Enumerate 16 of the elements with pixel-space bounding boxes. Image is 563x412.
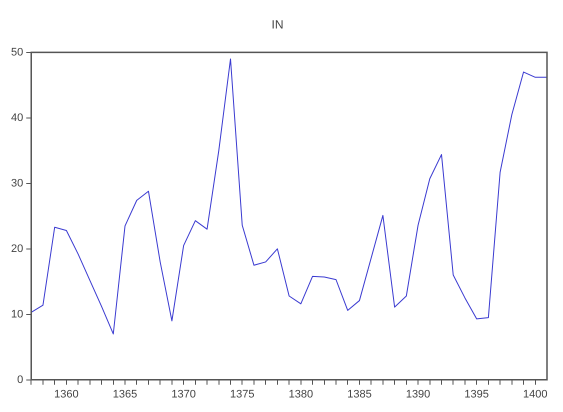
x-tick-label: 1370 bbox=[171, 388, 196, 400]
y-tick-label: 30 bbox=[10, 177, 24, 190]
y-tick-label: 20 bbox=[10, 242, 24, 255]
y-tick-label: 40 bbox=[10, 112, 24, 124]
y-tick-label: 10 bbox=[10, 308, 24, 320]
x-tick-label: 1400 bbox=[523, 388, 548, 400]
x-tick-label: 1380 bbox=[288, 388, 314, 400]
x-tick-label: 1390 bbox=[406, 388, 430, 400]
x-tick-label: 1385 bbox=[347, 388, 372, 400]
y-tick-label: 0 bbox=[17, 374, 24, 386]
x-tick-label: 1365 bbox=[112, 388, 138, 400]
y-tick-label: 50 bbox=[10, 46, 24, 58]
x-tick-label: 1395 bbox=[464, 388, 489, 400]
chart-title: IN bbox=[272, 18, 284, 32]
x-tick-label: 1360 bbox=[54, 388, 79, 400]
x-tick-label: 1375 bbox=[230, 388, 254, 400]
